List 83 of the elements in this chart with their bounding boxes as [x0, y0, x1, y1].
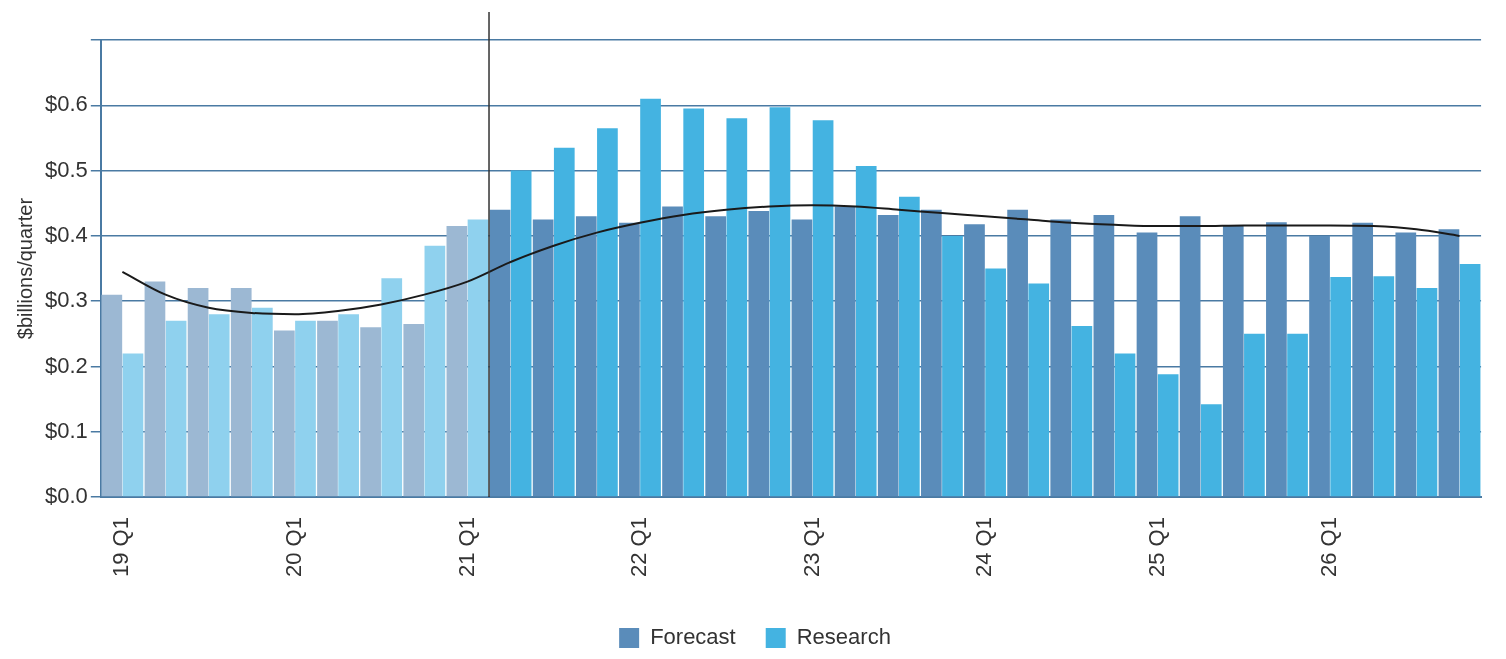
x-tick-label: 25 Q1 — [1143, 517, 1169, 578]
legend-label: Research — [796, 624, 891, 650]
bar — [381, 278, 403, 497]
bar — [101, 294, 123, 497]
x-tick-label: 24 Q1 — [971, 517, 997, 578]
bar — [230, 288, 252, 497]
bar — [812, 120, 834, 497]
bar — [791, 219, 813, 497]
y-tick-label: $0.1 — [44, 417, 88, 443]
bar — [920, 209, 942, 497]
bar — [575, 216, 597, 497]
bar — [1157, 374, 1179, 497]
x-tick-label: 23 Q1 — [798, 517, 824, 578]
x-tick-label: 20 Q1 — [280, 517, 306, 578]
bar — [877, 214, 899, 497]
bar — [467, 219, 489, 497]
bar — [1395, 232, 1417, 497]
y-tick-label: $0.5 — [44, 156, 88, 182]
bar — [1287, 333, 1308, 497]
line-series — [121, 204, 1461, 316]
bar — [532, 219, 554, 497]
bar — [1028, 283, 1050, 497]
bar — [748, 211, 770, 497]
x-tick-label: 19 Q1 — [108, 517, 134, 578]
y-tick-label: $0.4 — [44, 221, 88, 247]
bar — [1071, 326, 1093, 497]
bar — [1266, 222, 1287, 497]
bar — [683, 108, 705, 497]
bar — [1309, 235, 1330, 497]
bar — [360, 327, 381, 497]
bar — [1244, 333, 1265, 497]
x-tick-label: 26 Q1 — [1316, 517, 1342, 578]
bar — [942, 235, 963, 497]
bar — [1222, 226, 1244, 497]
bar — [1459, 263, 1481, 497]
bar — [122, 353, 144, 497]
bar — [1352, 222, 1374, 497]
bar — [295, 320, 316, 497]
bar — [1050, 219, 1072, 497]
bar — [769, 107, 791, 497]
x-tick-label: 21 Q1 — [453, 517, 479, 578]
bar — [1330, 277, 1352, 497]
bar — [1373, 276, 1395, 497]
x-tick-label: 22 Q1 — [626, 517, 652, 578]
bar — [144, 281, 166, 497]
bar — [208, 314, 230, 497]
bar — [317, 320, 338, 497]
bar — [510, 170, 532, 497]
bar — [1179, 216, 1201, 497]
bar — [1136, 232, 1158, 497]
bar — [1007, 209, 1028, 497]
bar — [1114, 353, 1136, 497]
bar — [553, 147, 575, 497]
bar — [619, 222, 640, 497]
legend-label: Forecast — [650, 624, 736, 650]
y-axis-title: $billions/quarter — [13, 197, 36, 340]
bar — [489, 209, 511, 497]
bar — [855, 166, 877, 497]
bar — [597, 128, 618, 497]
bar — [898, 196, 920, 497]
y-tick-label: $0.2 — [44, 352, 88, 378]
bar — [338, 314, 359, 497]
bar — [252, 307, 273, 497]
y-tick-label: $0.6 — [44, 91, 88, 117]
bar — [662, 206, 683, 497]
bar — [834, 206, 856, 497]
bar — [273, 330, 295, 497]
bar — [187, 288, 209, 497]
bar — [985, 268, 1006, 497]
bar — [1416, 288, 1438, 497]
y-tick-label: $0.0 — [44, 483, 88, 509]
bar — [964, 224, 985, 497]
bar — [446, 226, 468, 497]
bar — [424, 245, 446, 497]
bar — [1200, 404, 1222, 497]
bar — [640, 98, 661, 497]
bar — [403, 324, 425, 497]
y-tick-label: $0.3 — [44, 287, 88, 313]
bar — [165, 320, 187, 497]
bar — [705, 216, 727, 497]
bar — [1438, 229, 1460, 497]
bar — [1093, 214, 1115, 497]
bar — [726, 118, 748, 497]
